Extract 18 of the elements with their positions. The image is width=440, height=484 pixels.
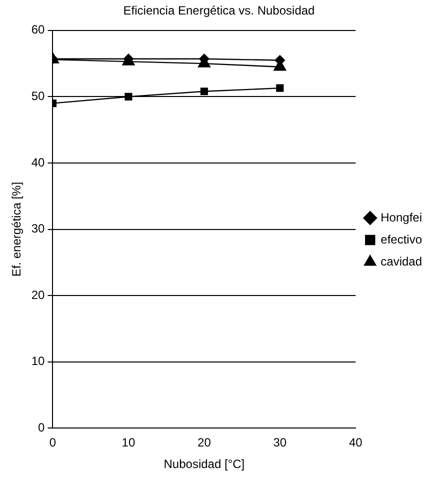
x-tick-label: 40 <box>348 436 363 450</box>
x-axis-title: Nubosidad [°C] <box>164 457 245 472</box>
x-tick-label: 30 <box>273 436 287 450</box>
y-axis-title: Ef. energética [%] <box>10 182 24 277</box>
x-tick-label: 20 <box>198 436 212 450</box>
legend-label: Hongfei <box>380 210 422 224</box>
y-tick-label: 60 <box>31 22 46 37</box>
y-tick-label: 40 <box>31 155 46 170</box>
y-tick-label: 10 <box>31 354 46 368</box>
y-tick-label: 0 <box>38 420 46 435</box>
chart-title: Eficiencia Energética vs. Nubosidad <box>123 4 315 18</box>
y-tick-label: 50 <box>31 89 46 104</box>
x-tick-label: 0 <box>49 436 56 450</box>
y-tick-label: 30 <box>31 222 46 236</box>
legend-label: efectivo <box>380 232 422 246</box>
x-tick-label: 10 <box>122 436 136 450</box>
legend-label: cavidad <box>380 254 422 268</box>
y-tick-label: 20 <box>31 288 46 302</box>
